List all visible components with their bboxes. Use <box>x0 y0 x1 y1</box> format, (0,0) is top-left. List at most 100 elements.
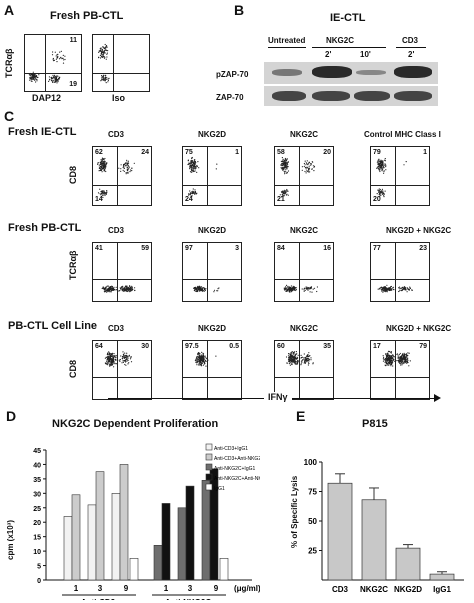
panel-a-label: A <box>4 2 15 18</box>
quadrant-ur: 1 <box>235 149 239 156</box>
quadrant-ur: 35 <box>323 343 331 350</box>
scatter-dots <box>279 157 316 198</box>
facs-plot: 97.5 0.5 <box>182 340 242 400</box>
bar <box>177 507 187 581</box>
y-tick-label: 5 <box>37 564 41 571</box>
bar <box>119 464 129 581</box>
legend-label: Anti-NKG2C+Anti-NKG2D <box>214 476 260 482</box>
x-tick-label: 1 <box>74 584 79 593</box>
legend-swatch <box>205 453 213 461</box>
x-tick-label: 9 <box>124 584 129 593</box>
y-tick-label: 40 <box>33 462 41 469</box>
facs-plot-title: NKG2D <box>198 324 227 333</box>
legend-swatch <box>205 443 213 451</box>
panel-b-group-nkg2c: NKG2C <box>326 36 355 45</box>
panel-e-title: P815 <box>362 418 388 430</box>
panel-e-ylabel: % of Specific Lysis <box>290 475 299 548</box>
y-tick-label: 10 <box>33 549 41 556</box>
facs-plot-title: CD3 <box>108 324 125 333</box>
legend-swatch <box>205 463 213 471</box>
bar <box>185 485 195 581</box>
panel-c-row-ylabel: CD8 <box>68 359 78 378</box>
group-label: Anti-NKG2C <box>165 598 211 600</box>
bar <box>327 482 353 581</box>
quadrant-ur: 0.5 <box>229 343 239 350</box>
quadrant-ul: 17 <box>373 343 381 350</box>
facs-plot: 75 1 24 <box>182 146 242 206</box>
quadrant-ur: 1 <box>423 149 427 156</box>
scatter-dots <box>101 285 136 293</box>
quadrant-ur: 30 <box>141 343 149 350</box>
scatter-dots <box>193 285 220 293</box>
panel-e-label: E <box>296 408 306 424</box>
x-tick-label: 3 <box>188 584 193 593</box>
quadrant-ul: 64 <box>95 343 103 350</box>
y-tick-label: 15 <box>33 535 41 542</box>
facs-plot-title: CD3 <box>108 130 125 139</box>
bar <box>209 468 219 581</box>
panel-c-row-ylabel: TCRαβ <box>68 250 78 280</box>
quadrant-ul: 97 <box>185 245 193 252</box>
panel-a-title: Fresh PB-CTL <box>50 10 124 22</box>
quadrant-ur: 16 <box>323 245 331 252</box>
bar <box>153 545 163 581</box>
quadrant-ll: 14 <box>95 196 103 203</box>
facs-plot: 62 24 14 <box>92 146 152 206</box>
facs-plot-title: NKG2C <box>290 130 319 139</box>
scatter-dots <box>194 351 217 367</box>
facs-plot: 17 79 <box>370 340 430 400</box>
facs-plot-title: NKG2D + NKG2C <box>386 324 452 333</box>
legend-label: Anti-CD3+Anti-NKG2D <box>214 456 260 462</box>
facs-plot: 77 23 <box>370 242 430 302</box>
scatter-dots <box>285 351 314 366</box>
quadrant-ur: 23 <box>419 245 427 252</box>
legend-label: Anti-CD3+IgG1 <box>214 446 248 452</box>
bar <box>219 558 229 581</box>
unit-label: (μg/ml) <box>234 584 260 593</box>
panel-c-row-title: PB-CTL Cell Line <box>8 320 98 332</box>
x-tick-label: 3 <box>98 584 103 593</box>
quadrant-ul: 62 <box>95 149 103 156</box>
quadrant-ll: 20 <box>373 196 381 203</box>
panel-c-row-ylabel: CD8 <box>68 165 78 184</box>
facs-plot-title: NKG2C <box>290 324 319 333</box>
quadrant-ur: 11 <box>69 37 77 44</box>
panel-d-title: NKG2C Dependent Proliferation <box>52 418 219 430</box>
facs-plot-title: CD3 <box>108 226 125 235</box>
panel-c-label: C <box>4 108 15 124</box>
panel-b-row-pzap70: pZAP-70 <box>216 70 249 79</box>
scatter-dots <box>104 351 133 368</box>
legend-label: IgG1 <box>214 486 225 492</box>
quadrant-ur: 24 <box>141 149 149 156</box>
x-tick-label: NKG2D <box>394 585 422 594</box>
x-tick-label: 9 <box>214 584 219 593</box>
scatter-dots <box>382 350 411 367</box>
panel-c-xaxis-label: IFNγ <box>264 392 292 402</box>
x-tick-label: CD3 <box>332 585 349 594</box>
panel-d-chart: 0 5 10 15 20 25 30 35 40 45 1 3 9 1 3 9 (μg/ml) Anti-CD3 A… <box>33 443 260 600</box>
y-tick-label: 25 <box>308 547 317 556</box>
scatter-dots <box>187 156 218 197</box>
group-label: Anti-CD3 <box>81 598 116 600</box>
panel-a-xlabel-dap12: DAP12 <box>32 93 62 103</box>
quadrant-lr: 19 <box>69 81 77 88</box>
quadrant-ll: 24 <box>185 196 193 203</box>
quadrant-ul: 75 <box>185 149 193 156</box>
facs-plot: 60 35 <box>274 340 334 400</box>
bar <box>429 573 455 581</box>
facs-plot-title: NKG2D <box>198 130 227 139</box>
facs-plot-title: NKG2C <box>290 226 319 235</box>
scatter-dots <box>97 157 135 198</box>
panel-a-facs-iso <box>92 34 150 92</box>
panel-e-chart: 25 50 75 100 CD3 NKG2C NKG2D IgG1 <box>304 458 464 594</box>
x-tick-label: IgG1 <box>433 585 451 594</box>
facs-plot: 58 20 21 <box>274 146 334 206</box>
bar <box>395 547 421 581</box>
panel-c-row-title: Fresh IE-CTL <box>8 126 77 138</box>
facs-plot: 84 16 <box>274 242 334 302</box>
panel-a-facs-dap12: 11 19 <box>24 34 82 92</box>
bar <box>111 493 121 581</box>
y-tick-label: 20 <box>33 520 41 527</box>
quadrant-ur: 79 <box>419 343 427 350</box>
quadrant-ul: 79 <box>373 149 381 156</box>
